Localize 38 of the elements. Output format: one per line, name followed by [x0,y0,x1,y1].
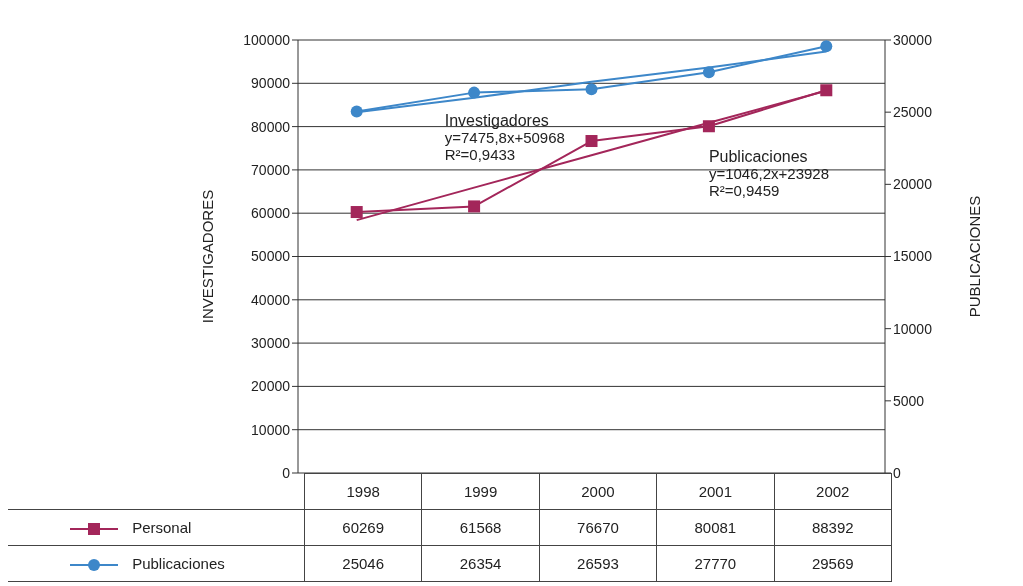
data-label: 76670 [539,509,657,546]
legend-label: Personal [132,518,192,536]
data-label: 29569 [774,545,892,582]
annotation: Publicaciones y=1046,2x+23928 R²=0,9459 [708,148,830,199]
y-tick-label: 70000 [251,161,291,178]
x-tick-label: 2001 [656,473,775,510]
y-tick-label: 20000 [251,378,291,395]
y-tick-label: 50000 [251,248,291,265]
y2-tick-label: 0 [893,464,901,481]
y-axis-title: INVESTIGADORES [199,189,217,324]
y-tick-label: 60000 [251,205,291,222]
x-tick-label: 2002 [774,473,892,510]
data-label: 25046 [304,545,422,582]
y2-tick-label: 5000 [893,392,925,409]
data-label: 60269 [304,509,422,546]
data-label: 88392 [774,509,892,546]
data-label: 80081 [656,509,775,546]
y-tick-label: 100000 [243,31,291,48]
data-label: 26354 [421,545,540,582]
y-tick-label: 10000 [251,421,291,438]
y2-tick-label: 25000 [893,104,933,121]
x-tick-label: 2000 [539,473,657,510]
y-tick-label: 90000 [251,75,291,92]
y-tick-label: 40000 [251,291,291,308]
data-label: 27770 [656,545,775,582]
y2-tick-label: 10000 [893,320,933,337]
y2-tick-label: 15000 [893,248,933,265]
y2-axis-title: PUBLICACIONES [966,195,984,318]
y-tick-label: 80000 [251,118,291,135]
data-label: 26593 [539,545,657,582]
y2-tick-label: 20000 [893,176,933,193]
y2-tick-label: 30000 [893,31,933,48]
annotation: Investigadores y=7475,8x+50968 R²=0,9433 [444,112,565,163]
x-tick-label: 1999 [421,473,540,510]
y-tick-label: 30000 [251,335,291,352]
data-label: 61568 [421,509,540,546]
x-tick-label: 1998 [304,473,422,510]
y-tick-label: 0 [282,464,291,481]
